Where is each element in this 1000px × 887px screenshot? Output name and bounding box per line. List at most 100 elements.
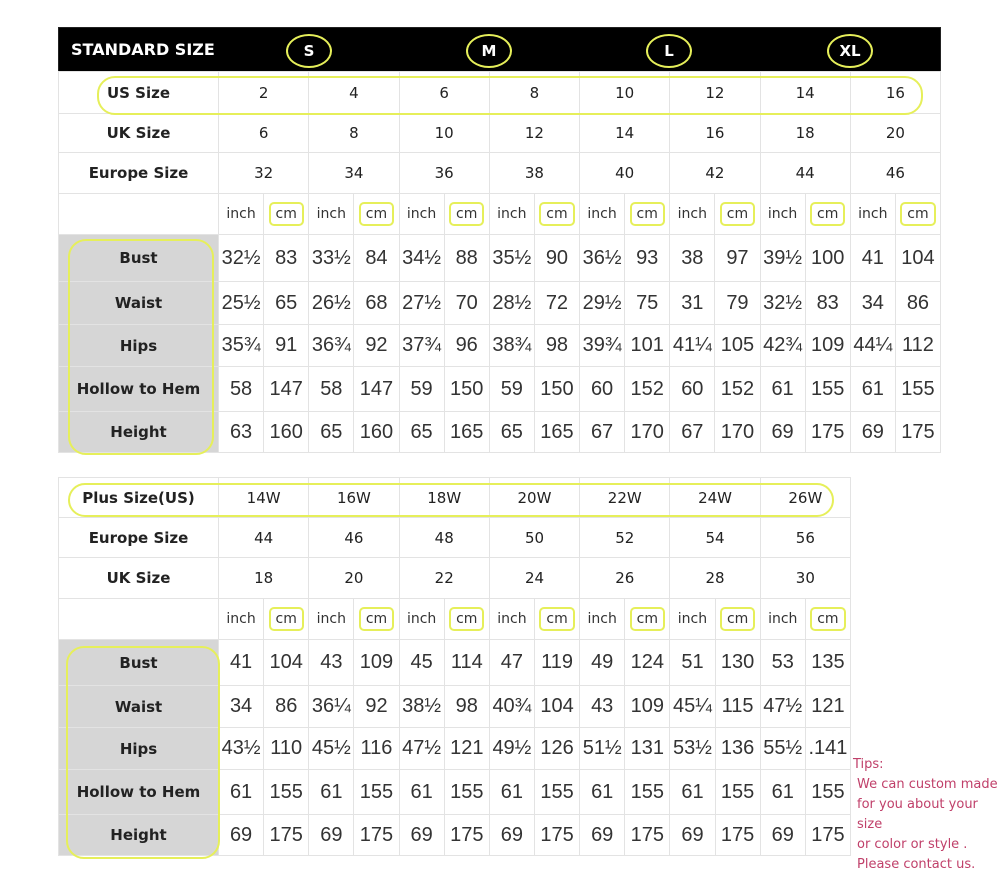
measurement-value: 28½: [488, 281, 535, 325]
measurement-label: Waist: [58, 685, 219, 728]
measurement-value: 86: [894, 281, 942, 325]
measurement-value: 69: [759, 411, 806, 453]
size-value: 6: [217, 113, 310, 153]
measurement-value: 39½: [759, 234, 806, 282]
size-value: 10: [578, 71, 671, 114]
measurement-value: 136: [714, 727, 761, 770]
size-value: 38: [488, 152, 581, 194]
unit-inch: inch: [308, 598, 355, 640]
size-value: 20: [308, 557, 400, 599]
size-letter-badge: M: [466, 34, 512, 68]
measurement-value: 63: [217, 411, 265, 453]
measurement-value: 47½: [759, 685, 806, 728]
measurement-value: 100: [804, 234, 851, 282]
measurement-value: 35¾: [217, 324, 265, 367]
unit-cm: cm: [263, 598, 310, 640]
measurement-value: 45½: [308, 727, 355, 770]
measurement-value: 109: [353, 639, 400, 686]
unit-cm: cm: [624, 598, 671, 640]
tips-note: Tips: We can custom made for you about y…: [853, 755, 1000, 875]
size-value: 22W: [579, 477, 671, 518]
measurement-value: 61: [759, 769, 806, 815]
measurement-value: 69: [849, 411, 896, 453]
measurement-value: 38½: [398, 685, 445, 728]
measurement-value: 34½: [398, 234, 445, 282]
measurement-value: 114: [443, 639, 490, 686]
measurement-value: 110: [263, 727, 310, 770]
measurement-value: 130: [714, 639, 761, 686]
measurement-value: 124: [624, 639, 671, 686]
measurement-value: 93: [624, 234, 671, 282]
measurement-value: 40¾: [488, 685, 535, 728]
measurement-value: 69: [669, 814, 716, 856]
size-value: 50: [488, 517, 581, 558]
measurement-value: 98: [443, 685, 490, 728]
row-label: UK Size: [58, 557, 219, 599]
measurement-value: 34: [849, 281, 896, 325]
measurement-value: 86: [263, 685, 310, 728]
size-row: Europe Size 44 46 48 50 52 54 56: [58, 517, 852, 558]
size-value: 30: [759, 557, 852, 599]
size-letter-badge: S: [286, 34, 332, 68]
measurement-value: 105: [714, 324, 761, 367]
size-value: 20W: [488, 477, 581, 518]
size-value: 12: [488, 113, 581, 153]
measurement-label: Hips: [58, 324, 219, 367]
measurement-value: 155: [804, 366, 851, 412]
measurement-value: 91: [263, 324, 310, 367]
measurement-value: 55½: [759, 727, 806, 770]
size-value: 46: [849, 152, 942, 194]
measurement-value: 51: [669, 639, 716, 686]
size-value: 8: [308, 113, 400, 153]
size-value: 32: [217, 152, 310, 194]
measurement-value: 165: [443, 411, 490, 453]
measurement-row: Waist 25½ 65 26½ 68 27½ 70 28½ 72 29½ 75 31 79 32½ 83 3…: [58, 281, 942, 325]
size-row: UK Size 18 20 22 24 26 28 30: [58, 557, 852, 599]
measurement-value: 33½: [308, 234, 355, 282]
measurement-value: 101: [624, 324, 671, 367]
row-label: US Size: [58, 71, 219, 114]
measurement-value: 155: [533, 769, 581, 815]
measurement-value: 175: [353, 814, 400, 856]
unit-inch: inch: [849, 193, 896, 235]
measurement-value: 61: [669, 769, 716, 815]
unit-label: inch: [406, 206, 437, 222]
measurement-label: Waist: [58, 281, 219, 325]
table-title: STANDARD SIZE: [58, 27, 219, 72]
unit-inch: inch: [398, 598, 445, 640]
size-value: 46: [308, 517, 400, 558]
measurement-value: 65: [398, 411, 445, 453]
measurement-value: 155: [714, 769, 761, 815]
measurement-value: 49: [579, 639, 626, 686]
measurement-value: 31: [669, 281, 716, 325]
standard-size-table: STANDARD SIZE US Size 2 4 6 8 10 12 14 16 UK Size 6…: [58, 27, 942, 453]
measurement-value: 58: [217, 366, 265, 412]
unit-cm: cm: [443, 598, 490, 640]
measurement-value: 126: [533, 727, 581, 770]
measurement-value: 104: [533, 685, 581, 728]
measurement-value: 72: [533, 281, 581, 325]
measurement-value: 175: [804, 814, 852, 856]
tips-title: Tips:: [853, 757, 884, 772]
size-value: 18: [217, 557, 310, 599]
measurement-row: Hips 43½ 110 45½ 116 47½ 121 49½ 126 51½ 131 53½ 136…: [58, 727, 852, 770]
unit-cm: cm: [714, 598, 761, 640]
measurement-value: 60: [669, 366, 716, 412]
measurement-value: 27½: [398, 281, 445, 325]
measurement-value: 35½: [488, 234, 535, 282]
size-value: 2: [217, 71, 310, 114]
size-value: 44: [217, 517, 310, 558]
measurement-value: 170: [714, 411, 761, 453]
unit-label: cm: [539, 607, 575, 631]
measurement-value: 65: [263, 281, 310, 325]
size-value: 8: [488, 71, 581, 114]
unit-label: inch: [677, 206, 707, 222]
size-value: 34: [308, 152, 400, 194]
unit-inch: inch: [398, 193, 445, 235]
measurement-value: 45: [398, 639, 445, 686]
size-value: 18W: [398, 477, 490, 518]
measurement-value: 131: [624, 727, 671, 770]
unit-label: cm: [719, 607, 756, 631]
size-letter-area: [218, 27, 941, 72]
measurement-row: Hips 35¾ 91 36¾ 92 37¾ 96 38¾ 98 39¾ 101 41¼ 105 42¾ 1…: [58, 324, 942, 367]
